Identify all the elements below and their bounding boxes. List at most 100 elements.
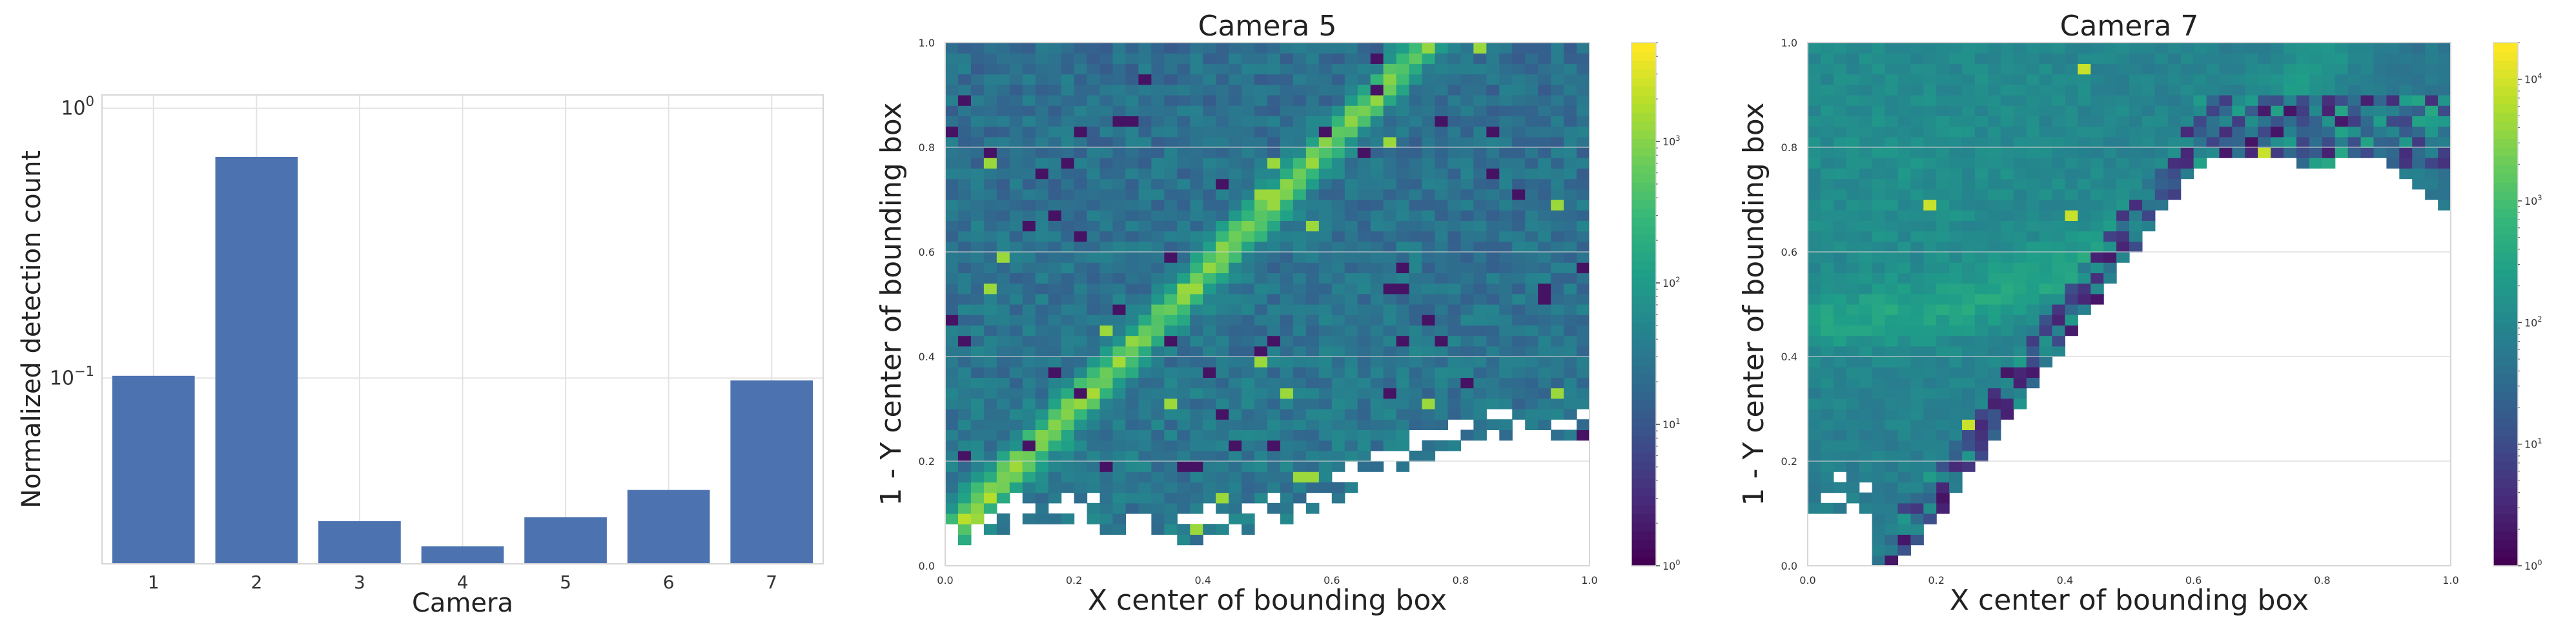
heatmap-cell — [1318, 210, 1333, 221]
heatmap-cell — [1486, 241, 1500, 253]
heatmap-cell — [1486, 304, 1500, 315]
heatmap-cell — [1564, 116, 1577, 127]
heatmap-cell — [1974, 147, 1988, 158]
heatmap-cell — [1112, 220, 1127, 232]
heatmap-cell — [1859, 189, 1873, 200]
heatmap-cell — [1112, 377, 1127, 389]
heatmap-cell — [1203, 398, 1216, 409]
heatmap-cell — [1293, 346, 1307, 357]
heatmap-cell — [1833, 377, 1847, 389]
heatmap-cell — [1331, 357, 1345, 367]
heatmap-cell — [1872, 304, 1886, 315]
heatmap-cell — [2065, 74, 2078, 85]
heatmap-cell — [1486, 293, 1500, 305]
heatmap-cell — [1872, 377, 1886, 389]
heatmap-cell — [996, 524, 1010, 535]
heatmap-cell — [1923, 168, 1937, 180]
heatmap-cell — [1344, 116, 1358, 127]
heatmap-cell — [1512, 398, 1526, 409]
heatmap-cell — [1396, 367, 1410, 378]
heatmap-cell — [1422, 231, 1436, 242]
heatmap-cell — [1409, 158, 1423, 169]
heatmap-cell — [1551, 388, 1564, 399]
heatmap-cell — [2296, 136, 2310, 148]
heatmap-cell — [1808, 409, 1821, 420]
chart-title: Camera 5 — [1198, 10, 1337, 43]
heatmap-cell — [957, 241, 972, 253]
heatmap-cell — [983, 377, 997, 389]
heatmap-cell — [1216, 262, 1229, 273]
heatmap-cell — [2309, 63, 2323, 75]
heatmap-cell — [2013, 43, 2027, 54]
heatmap-cell — [1512, 63, 1526, 75]
heatmap-cell — [1216, 502, 1229, 514]
heatmap-cell — [1910, 252, 1924, 263]
heatmap-cell — [1859, 492, 1873, 504]
heatmap-cell — [1254, 95, 1268, 106]
heatmap-cell — [1820, 429, 1834, 441]
heatmap-cell — [1833, 220, 1847, 232]
heatmap-cell — [1538, 231, 1551, 242]
heatmap-cell — [2129, 136, 2143, 148]
heatmap-cell — [1833, 325, 1847, 336]
heatmap-cell — [1808, 105, 1821, 116]
heatmap-cell — [1164, 450, 1178, 462]
heatmap-cell — [2052, 136, 2065, 148]
heatmap-cell — [2438, 116, 2451, 127]
heatmap-cell — [2360, 116, 2375, 127]
heatmap-cell — [1846, 105, 1860, 116]
heatmap-cell — [1859, 53, 1873, 64]
heatmap-cell — [2103, 178, 2117, 190]
colorbar-segment — [1631, 60, 1656, 70]
heatmap-cell — [1138, 63, 1152, 75]
heatmap-cell — [2232, 95, 2245, 106]
heatmap-cell — [1009, 409, 1023, 420]
heatmap-cell — [1318, 63, 1333, 75]
heatmap-cell — [1936, 471, 1950, 482]
heatmap-cell — [1357, 200, 1371, 211]
heatmap-cell — [1525, 105, 1538, 116]
heatmap-cell — [1551, 200, 1564, 211]
heatmap-cell — [1872, 502, 1886, 514]
heatmap-cell — [1564, 168, 1577, 180]
heatmap-cell — [1872, 534, 1886, 546]
heatmap-cell — [1151, 74, 1165, 85]
heatmap-cell — [1460, 325, 1474, 336]
heatmap-cell — [2335, 74, 2349, 85]
heatmap-cell — [1936, 388, 1950, 399]
heatmap-cell — [1254, 136, 1268, 148]
heatmap-cell — [1293, 357, 1307, 367]
heatmap-cell — [1267, 335, 1281, 347]
heatmap-cell — [957, 283, 972, 295]
heatmap-cell — [1177, 492, 1191, 504]
heatmap-cell — [1974, 105, 1988, 116]
heatmap-cell — [2013, 105, 2027, 116]
heatmap-cell — [1318, 440, 1333, 451]
heatmap-cell — [1099, 252, 1114, 263]
heatmap-cell — [1242, 126, 1255, 138]
heatmap-cell — [945, 492, 959, 504]
heatmap-cell — [1923, 283, 1937, 295]
heatmap-cell — [1151, 398, 1165, 409]
heatmap-cell — [1808, 147, 1821, 158]
heatmap-cell — [957, 84, 972, 96]
heatmap-cell — [2335, 84, 2349, 96]
heatmap-cell — [1897, 147, 1911, 158]
heatmap-cell — [1396, 273, 1410, 284]
heatmap-cell — [1305, 440, 1320, 451]
heatmap-cell — [1897, 429, 1911, 441]
heatmap-cell — [1009, 398, 1023, 409]
heatmap-cell — [1396, 220, 1410, 232]
heatmap-cell — [1910, 388, 1924, 399]
heatmap-cell — [1383, 84, 1397, 96]
heatmap-cell — [1897, 419, 1911, 430]
heatmap-cell — [1267, 220, 1281, 232]
heatmap-cell — [1897, 367, 1911, 378]
heatmap-cell — [2052, 189, 2065, 200]
heatmap-cell — [1151, 409, 1165, 420]
heatmap-cell — [1409, 304, 1423, 315]
heatmap-cell — [1125, 53, 1139, 64]
heatmap-cell — [1499, 116, 1513, 127]
heatmap-cell — [1009, 346, 1023, 357]
heatmap-cell — [1087, 136, 1101, 148]
